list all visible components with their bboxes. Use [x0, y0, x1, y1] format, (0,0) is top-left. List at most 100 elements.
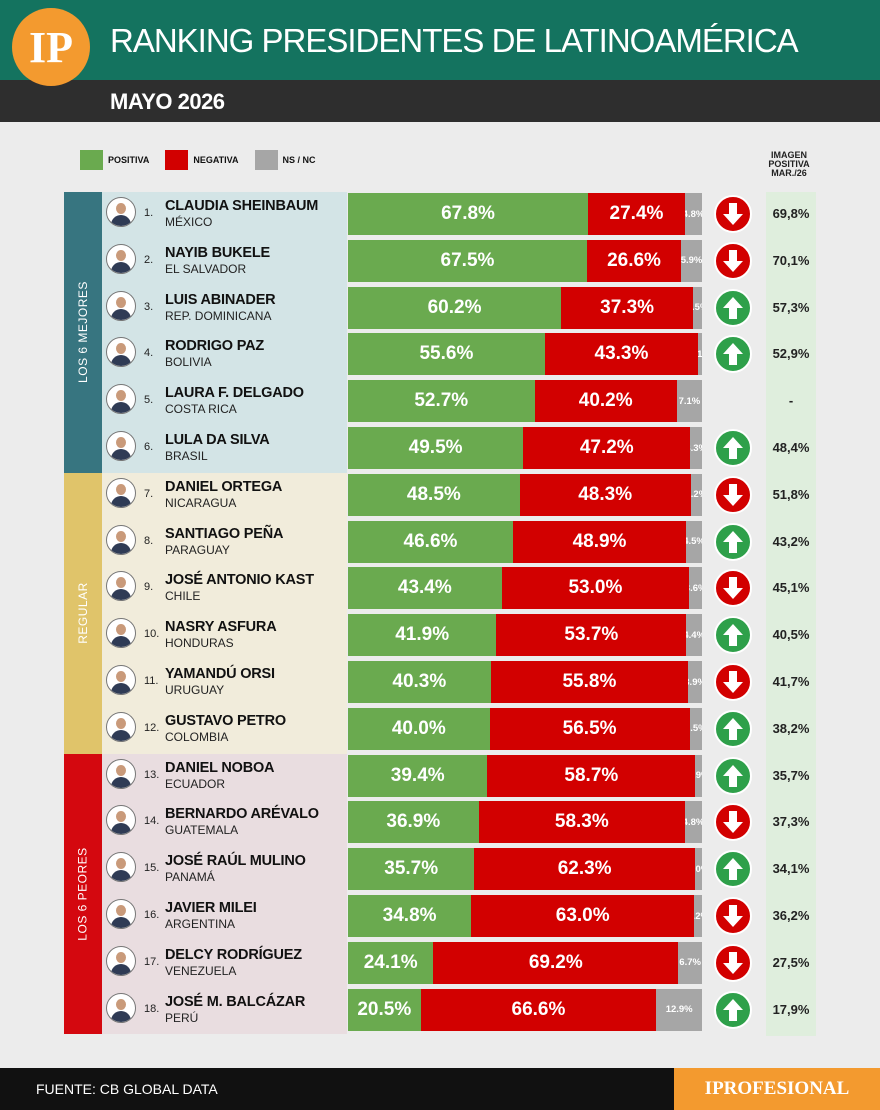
arrow-down-icon: [714, 803, 752, 842]
president-row: 14. BERNARDO ARÉVALO GUATEMALA 36.9% 58.3% 4.…: [0, 800, 880, 847]
country-name: BOLIVIA: [165, 355, 212, 370]
avatar-body: [111, 308, 131, 320]
image-header-line: POSITIVA: [768, 159, 810, 169]
bar-segment-negative: 58.3%: [478, 801, 685, 844]
bar-segment-positive: 48.5%: [348, 473, 520, 516]
bar-segment-negative: 63.0%: [471, 895, 695, 937]
president-row: 3. LUIS ABINADER REP. DOMINICANA 60.2% 37.3%…: [0, 286, 880, 333]
stacked-bar: 49.5%47.2%3.3%: [348, 427, 702, 469]
bar-segment-negative: 27.4%: [588, 193, 685, 235]
stacked-bar: 40.3%55.8%3.9%: [348, 661, 702, 703]
president-avatar: [106, 384, 136, 415]
president-name: GUSTAVO PETRO: [165, 712, 286, 729]
bar-segment-ns: 6.7%: [678, 941, 702, 984]
legend-label-ns: NS / NC: [282, 155, 316, 165]
country-name: PARAGUAY: [165, 542, 230, 557]
arrow-up-icon: [714, 616, 752, 655]
arrow-up-icon: [714, 850, 752, 889]
legend-label-positive: POSITIVA: [108, 155, 150, 165]
avatar-body: [111, 963, 131, 975]
arrow-down-icon: [714, 569, 752, 608]
arrow-down-icon: [714, 241, 752, 280]
avatar-head: [116, 296, 126, 308]
arrow-up-icon: [714, 990, 752, 1029]
president-name: DELCY RODRÍGUEZ: [165, 946, 302, 963]
stacked-bar: 41.9%53.7%4.4%: [348, 614, 702, 657]
rank-number: 5.: [144, 394, 154, 407]
legend-swatch-positive: [80, 150, 103, 170]
bar-segment-negative: 62.3%: [474, 848, 695, 891]
avatar-head: [116, 203, 126, 214]
brand-logo: IPROFESIONAL: [674, 1068, 880, 1110]
country-name: EL SALVADOR: [165, 261, 247, 276]
country-name: HONDURAS: [165, 636, 234, 651]
subtitle-bar: [0, 80, 880, 122]
rank-number: 12.: [144, 721, 160, 734]
bar-segment-positive: 20.5%: [348, 988, 421, 1031]
president-name: DANIEL ORTEGA: [165, 478, 283, 495]
bar-segment-positive: 55.6%: [348, 333, 545, 376]
bar-segment-positive: 34.8%: [348, 895, 472, 937]
bar-segment-positive: 36.9%: [348, 801, 479, 844]
country-name: ECUADOR: [165, 776, 226, 791]
rank-number: 14.: [144, 815, 160, 828]
avatar-body: [111, 636, 131, 648]
stacked-bar: 60.2%37.3%2.5%: [348, 286, 702, 329]
bar-segment-ns: 3.9%: [688, 661, 702, 703]
avatar-head: [116, 343, 126, 355]
bar-segment-negative: 66.6%: [420, 988, 657, 1031]
rank-number: 11.: [144, 675, 159, 687]
stacked-bar: 40.0%56.5%3.5%: [348, 707, 702, 750]
bar-segment-negative: 53.7%: [496, 614, 687, 657]
president-row: 2. NAYIB BUKELE EL SALVADOR 67.5% 26.6% 5.9% 7…: [0, 239, 880, 286]
bar-segment-positive: 46.6%: [348, 520, 513, 563]
president-name: JOSÉ RAÚL MULINO: [165, 853, 306, 870]
country-name: VENEZUELA: [165, 963, 237, 978]
avatar-body: [111, 402, 131, 414]
avatar-head: [116, 577, 126, 589]
rank-number: 17.: [144, 955, 160, 968]
bar-segment-positive: 60.2%: [348, 286, 562, 329]
previous-image-value: 48,4%: [772, 440, 810, 455]
avatar-body: [111, 917, 131, 928]
president-row: 18. JOSÉ M. BALCÁZAR PERÚ 20.5% 66.6% 12.9% 17…: [0, 988, 880, 1035]
stacked-bar: 67.8%27.4%4.8%: [348, 193, 702, 235]
president-avatar: [106, 618, 136, 649]
bar-segment-negative: 58.7%: [487, 754, 696, 797]
previous-image-value: 17,9%: [772, 1001, 810, 1017]
stacked-bar: 35.7%62.3%2.0%: [348, 848, 702, 891]
previous-image-value: 52,9%: [772, 346, 810, 362]
president-name: SANTIAGO PEÑA: [165, 525, 284, 542]
president-avatar: [106, 899, 136, 929]
avatar-head: [116, 390, 126, 402]
stacked-bar: 55.6%43.3%1.1%: [348, 333, 702, 376]
arrow-up-icon: [714, 429, 752, 467]
avatar-head: [116, 624, 126, 636]
image-column-header: IMAGEN POSITIVA MAR./26: [752, 151, 826, 178]
avatar-body: [111, 589, 131, 601]
avatar-body: [111, 870, 131, 882]
previous-image-value: 70,1%: [772, 252, 810, 268]
bar-segment-ns: 4.8%: [685, 801, 702, 844]
rank-number: 1.: [144, 207, 154, 219]
president-row: 17. DELCY RODRÍGUEZ VENEZUELA 24.1% 69.2% 6.7…: [0, 941, 880, 988]
bar-segment-negative: 47.2%: [523, 427, 691, 469]
president-row: 5. LAURA F. DELGADO COSTA RICA 52.7% 40.2% 7.…: [0, 379, 880, 426]
stacked-bar: 34.8%63.0%2.2%: [348, 895, 702, 937]
avatar-body: [111, 776, 131, 788]
legend-swatch-negative: [165, 150, 189, 170]
rank-number: 10.: [144, 628, 160, 641]
stacked-bar: 46.6%48.9%4.5%: [348, 520, 702, 563]
page-subtitle: MAYO 2026: [110, 89, 225, 114]
country-name: CHILE: [165, 589, 201, 604]
country-name: GUATEMALA: [165, 823, 239, 838]
bar-segment-ns: 12.9%: [656, 988, 702, 1031]
image-header-line: IMAGEN: [771, 150, 807, 160]
bar-segment-positive: 67.5%: [348, 239, 587, 282]
bar-segment-negative: 43.3%: [544, 333, 699, 376]
